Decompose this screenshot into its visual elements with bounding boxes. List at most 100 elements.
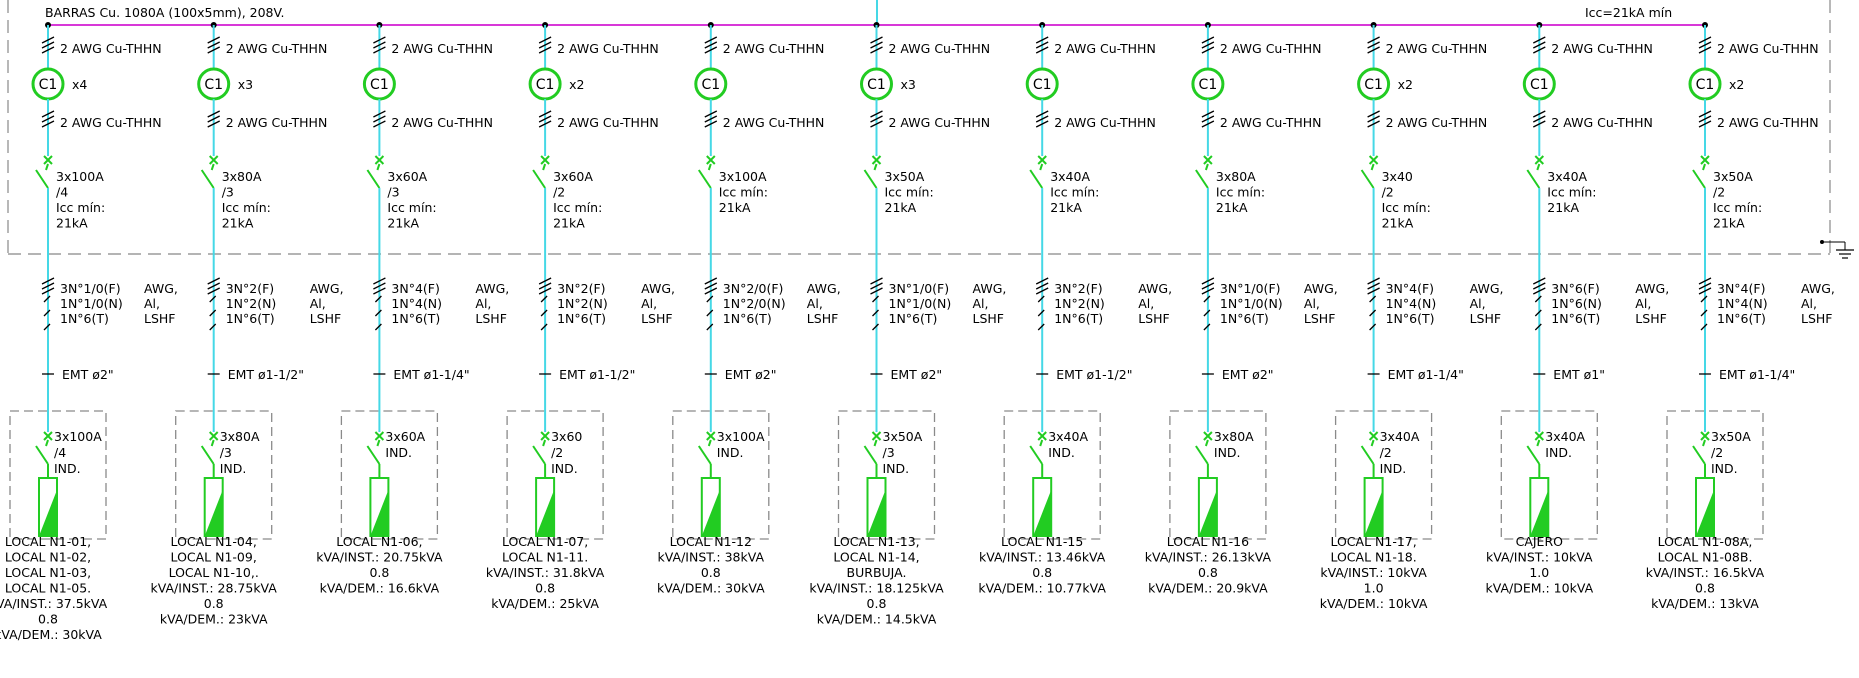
conductor-spec-line: 1N°2/0(N) [723,296,786,311]
meter-quantity: x2 [1729,77,1744,92]
conductor-marks-bottom [704,110,718,128]
load-description-line: kVA/DEM.: 14.5kVA [817,612,937,627]
switch-rating-line: IND. [220,461,247,476]
load-description-line: 0.8 [1695,581,1715,596]
load-box-fill [1033,490,1052,536]
cable-material-line: LSHF [1635,311,1667,326]
breaker-blade [200,169,215,189]
switch-rating-line: IND. [1545,445,1572,460]
load-enclosure [1334,410,1433,540]
switch-rating-line: 3x50A [883,429,923,444]
conductor-marks-top [1367,36,1380,54]
conductor-spec-line: 3N°6(F) [1551,281,1599,296]
switch-x-mark [43,431,53,441]
meter-c1-label: C1 [867,77,886,93]
load-box-fill [1198,490,1217,536]
breaker-blade [1692,169,1706,189]
switch-rating-line: IND. [1711,461,1738,476]
switch-rating-line: 3x100A [717,429,765,444]
cable-material-line: Al, [475,296,491,311]
load-description-line: 1.0 [1364,581,1384,596]
conductor-marks-bundle [1533,277,1546,295]
switch-x-mark [1368,431,1379,441]
phase-mark [1037,323,1045,331]
cable-label-top: 2 AWG Cu-THHN [60,41,162,56]
cable-material-line: Al, [1304,296,1320,311]
conductor-spec-line: 1N°6(T) [60,311,109,326]
switch-rating-line: 3x40A [1380,429,1420,444]
meter-c1-label: C1 [701,77,720,93]
load-box-fill [370,490,389,536]
switch-blade [1360,445,1375,465]
switch-contact [542,439,547,447]
cable-label-bottom: 2 AWG Cu-THHN [391,115,493,130]
conductor-spec-line: 3N°1/0(F) [1220,281,1281,296]
conductor-spec-line: 3N°2(F) [1054,281,1102,296]
load-description-line: kVA/INST.: 10kVA [1320,565,1427,580]
breaker-blade [532,169,546,189]
conductor-marks-bundle [538,277,552,295]
conductor-marks-bottom [870,110,883,128]
phase-mark [209,323,217,331]
breaker-blade [1195,169,1209,189]
breaker-rating-line: 3x80A [1216,169,1256,184]
load-box-fill [204,490,223,536]
load-description-line: kVA/INST.: 18.125kVA [809,581,944,596]
breaker-contact [45,163,49,171]
conduit-label: EMT ø1-1/2" [559,367,635,382]
load-enclosure [1003,410,1101,540]
breaker-x-mark [706,155,716,165]
switch-rating-line: /2 [1711,445,1723,460]
meter-quantity: x2 [569,77,584,92]
cable-material-line: AWG, [310,281,344,296]
load-description-line: LOCAL N1-08A, [1658,534,1753,549]
conduit-label: EMT ø1-1/4" [1719,367,1795,382]
phase-mark [1037,295,1045,303]
phase-mark [1700,295,1708,303]
switch-contact [707,439,712,447]
cable-label-top: 2 AWG Cu-THHN [1220,41,1322,56]
load-description-line: CAJERO [1516,534,1564,549]
cable-material-line: AWG, [807,281,841,296]
breaker-contact [542,163,547,171]
cable-material-line: LSHF [144,311,176,326]
conductor-spec-line: 1N°6(T) [391,311,440,326]
switch-rating-line: 3x60 [551,429,582,444]
phase-mark [43,309,51,317]
breaker-rating-line: Icc mín: [222,200,271,215]
conductor-marks-bottom [1533,110,1546,128]
breaker-contact [210,163,215,171]
conduit-label: EMT ø2" [1222,367,1274,382]
load-description-line: 0.8 [535,581,555,596]
load-description-line: kVA/INST.: 37.5kVA [0,596,108,611]
breaker-rating-line: 3x50A [885,169,925,184]
conductor-marks-bundle [1367,277,1380,295]
breaker-x-mark [1203,155,1213,165]
load-description-line: 1.0 [1529,565,1549,580]
load-description-line: 0.8 [369,565,389,580]
cable-label-bottom: 2 AWG Cu-THHN [889,115,991,130]
conductor-marks-bottom [1201,110,1215,128]
cable-label-bottom: 2 AWG Cu-THHN [1220,115,1322,130]
switch-x-mark [1037,431,1047,441]
breaker-blade [1526,169,1541,189]
phase-mark [1700,309,1708,317]
conductor-marks-top [1533,36,1546,54]
cable-material-line: LSHF [475,311,507,326]
load-description-line: 0.8 [38,612,58,627]
load-description-line: kVA/DEM.: 13kVA [1651,596,1759,611]
phase-mark [1700,323,1708,331]
switch-contact [45,439,49,447]
cable-label-bottom: 2 AWG Cu-THHN [60,115,162,130]
conductor-spec-line: 1N°2(N) [1054,296,1105,311]
breaker-contact [1039,163,1044,171]
load-description-line: kVA/INST.: 38kVA [658,550,765,565]
cable-material-line: LSHF [973,311,1005,326]
cable-material-line: AWG, [144,281,178,296]
conductor-spec-line: 3N°1/0(F) [889,281,950,296]
switch-blade [1526,445,1541,465]
